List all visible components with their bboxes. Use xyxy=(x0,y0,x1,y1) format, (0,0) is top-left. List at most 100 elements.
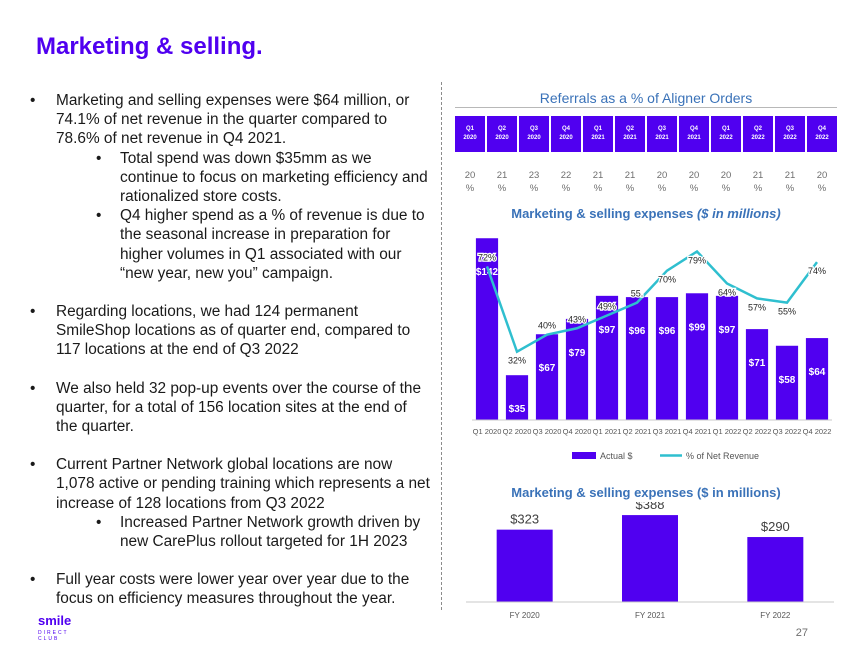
line-label-halo: 55. xyxy=(631,289,644,299)
referral-value-cell: 20% xyxy=(679,169,709,195)
referral-value: 21 xyxy=(752,170,764,181)
page-title: Marketing & selling. xyxy=(36,33,263,60)
quarter-header-cell: Q1 2020 xyxy=(455,116,485,152)
quarter-label: Q3 xyxy=(657,126,666,132)
bar-actual xyxy=(715,295,739,420)
referral-value: 20 xyxy=(720,170,732,181)
sub-bullet-list: Increased Partner Network growth driven … xyxy=(56,513,430,551)
referral-value-cell: 20% xyxy=(711,169,741,195)
annual-chart-title: Marketing & selling expenses ($ in milli… xyxy=(511,485,781,500)
line-value-label: 32% xyxy=(508,356,526,366)
x-tick-label: Q3 2021 xyxy=(653,427,682,436)
quarter-header-cell: Q2 2020 xyxy=(487,116,517,152)
referral-value-cell: 21% xyxy=(487,169,517,195)
bar-value-label: $97 xyxy=(719,325,736,336)
bar-value-label: $67 xyxy=(539,363,556,374)
x-tick-label: Q2 2021 xyxy=(623,427,652,436)
bullet-text: Marketing and selling expenses were $64 … xyxy=(56,92,410,148)
line-label-halo: 40% xyxy=(538,321,556,331)
line-label-halo: 32% xyxy=(508,356,526,366)
quarter-header-cell: Q4 2020 xyxy=(551,116,581,152)
line-value-label: 55. xyxy=(631,289,644,299)
referral-value: 22 xyxy=(560,170,572,181)
referral-unit: % xyxy=(817,183,827,194)
referrals-value-row: 20% 21% 23% 22% 21% 21% 20% 20% 20% 21% 21% 20% xyxy=(455,169,837,195)
bar-actual xyxy=(655,297,679,420)
referral-unit: % xyxy=(689,183,699,194)
bar-actual xyxy=(745,329,769,420)
bar-value-label: $96 xyxy=(659,326,676,337)
sub-bullet-list: Total spend was down $35mm as we continu… xyxy=(56,149,430,283)
x-tick-label: Q2 2020 xyxy=(503,427,532,436)
quarter-year: 2021 xyxy=(591,135,605,141)
sub-bullet-item: Total spend was down $35mm as we continu… xyxy=(96,149,430,207)
x-tick-label: FY 2020 xyxy=(510,611,541,620)
quarter-header-cell: Q3 2020 xyxy=(519,116,549,152)
quarter-label: Q1 xyxy=(465,126,474,132)
referral-unit: % xyxy=(497,183,507,194)
referral-value: 21 xyxy=(592,170,604,181)
legend-swatch-actual xyxy=(572,452,596,459)
referral-value: 20 xyxy=(688,170,700,181)
quarter-label: Q4 xyxy=(561,126,570,132)
bar-value-label: $388 xyxy=(636,502,665,512)
x-tick-label: Q4 2022 xyxy=(803,427,832,436)
x-tick-label: Q3 2022 xyxy=(773,427,802,436)
bullet-text: Regarding locations, we had 124 permanen… xyxy=(56,303,411,359)
quarterly-chart-title: Marketing & selling expenses ($ in milli… xyxy=(455,206,837,221)
line-label-halo: 49% xyxy=(598,301,616,311)
line-value-label: 74% xyxy=(808,266,826,276)
logo-tagline: DIRECT CLUB xyxy=(38,630,69,642)
quarter-header-cell: Q4 2022 xyxy=(807,116,837,152)
annual-expenses-chart: $323 FY 2020 $388 FY 2021 $290 FY 2022 xyxy=(466,502,834,620)
sub-bullet-item: Increased Partner Network growth driven … xyxy=(96,513,430,551)
referral-unit: % xyxy=(465,183,475,194)
line-value-label: 40% xyxy=(538,321,556,331)
quarter-label: Q2 xyxy=(625,126,634,132)
x-tick-label: FY 2021 xyxy=(635,611,666,620)
logo-word: smile xyxy=(38,613,72,628)
bar-actual xyxy=(475,238,499,420)
quarter-label: Q2 xyxy=(753,126,762,132)
quarterly-chart-title-text: Marketing & selling expenses xyxy=(511,206,694,221)
series-line-pct-revenue xyxy=(485,249,819,354)
column-divider xyxy=(441,82,442,610)
line-value-label: 79% xyxy=(688,255,706,265)
line-value-label: 57% xyxy=(748,302,766,312)
line-value-label: 49% xyxy=(598,301,616,311)
bullet-item: Marketing and selling expenses were $64 … xyxy=(30,91,430,283)
referral-unit: % xyxy=(625,183,635,194)
line-value-label: 64% xyxy=(718,287,736,297)
referral-value: 20 xyxy=(464,170,476,181)
referrals-rule xyxy=(455,107,837,108)
referral-value: 20 xyxy=(816,170,828,181)
line-label-halo: 55% xyxy=(778,307,796,317)
quarterly-chart-title-suffix: ($ in millions) xyxy=(696,206,781,221)
bar-actual xyxy=(565,318,589,420)
x-tick-label: Q1 2022 xyxy=(713,427,742,436)
bar-value-label: $64 xyxy=(809,367,826,378)
bar-annual xyxy=(747,537,804,602)
referral-unit: % xyxy=(753,183,763,194)
referral-value: 20 xyxy=(656,170,668,181)
quarter-header-cell: Q3 2021 xyxy=(647,116,677,152)
company-logo: smile DIRECT CLUB xyxy=(38,613,88,643)
referral-value-cell: 20% xyxy=(647,169,677,195)
bar-actual xyxy=(625,297,649,420)
bullet-list: Marketing and selling expenses were $64 … xyxy=(30,91,430,609)
referral-unit: % xyxy=(785,183,795,194)
bar-annual xyxy=(622,515,678,602)
quarter-label: Q4 xyxy=(817,126,826,132)
quarter-year: 2021 xyxy=(655,135,669,141)
quarter-year: 2022 xyxy=(751,135,765,141)
x-tick-label: Q1 2020 xyxy=(473,427,502,436)
sub-bullet-item: Q4 higher spend as a % of revenue is due… xyxy=(96,206,430,283)
referral-unit: % xyxy=(529,183,539,194)
referral-unit: % xyxy=(657,183,667,194)
line-label-halo: 57% xyxy=(748,302,766,312)
quarter-year: 2020 xyxy=(559,135,573,141)
line-value-label: 43% xyxy=(568,314,586,324)
bar-annual xyxy=(496,529,553,602)
quarter-year: 2021 xyxy=(687,135,701,141)
quarter-year: 2022 xyxy=(719,135,733,141)
